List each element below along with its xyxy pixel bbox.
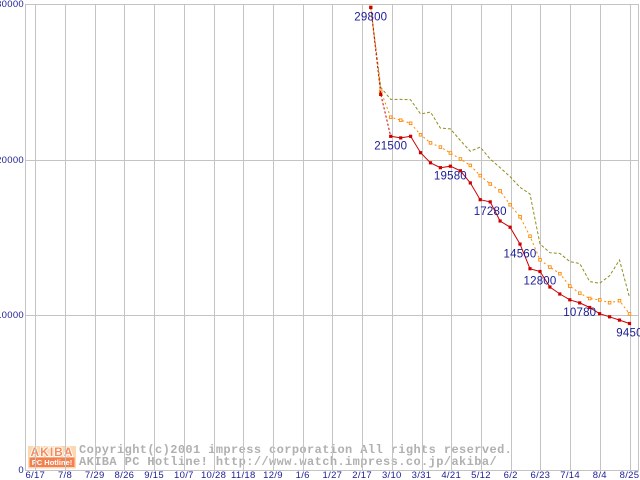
svg-text:AKIBA: AKIBA [31, 445, 74, 459]
svg-text:8/4: 8/4 [593, 470, 607, 480]
svg-text:1/27: 1/27 [323, 470, 343, 480]
svg-text:30000: 30000 [0, 0, 24, 10]
svg-text:Copyright(c)2001 impress corpo: Copyright(c)2001 impress corporation All… [79, 443, 512, 457]
svg-text:8/25: 8/25 [620, 470, 640, 480]
svg-text:12800: 12800 [524, 276, 557, 288]
svg-text:8/26: 8/26 [115, 470, 135, 480]
svg-text:10/28: 10/28 [201, 470, 226, 480]
svg-text:3/10: 3/10 [382, 470, 402, 480]
svg-text:3/31: 3/31 [412, 470, 432, 480]
svg-text:2/17: 2/17 [352, 470, 372, 480]
svg-text:6/2: 6/2 [504, 470, 518, 480]
svg-text:4/21: 4/21 [441, 470, 461, 480]
svg-text:14560: 14560 [504, 248, 537, 260]
svg-text:7/14: 7/14 [560, 470, 580, 480]
svg-text:10/7: 10/7 [174, 470, 194, 480]
svg-text:7/8: 7/8 [58, 470, 72, 480]
svg-text:10780: 10780 [563, 307, 596, 319]
svg-text:12/9: 12/9 [263, 470, 283, 480]
svg-text:17280: 17280 [474, 206, 507, 218]
svg-text:AKIBA PC Hotline! http://www.: AKIBA PC Hotline! http://www.watch.impre… [79, 455, 497, 469]
svg-text:6/23: 6/23 [531, 470, 551, 480]
svg-text:21500: 21500 [374, 141, 407, 153]
svg-text:20000: 20000 [0, 155, 24, 166]
svg-text:29800: 29800 [354, 12, 387, 24]
svg-text:10000: 10000 [0, 310, 24, 321]
svg-text:7/29: 7/29 [85, 470, 105, 480]
svg-text:PC Hotline!: PC Hotline! [32, 458, 72, 467]
svg-text:6/17: 6/17 [25, 470, 45, 480]
svg-text:0: 0 [18, 465, 24, 476]
svg-text:9/15: 9/15 [144, 470, 164, 480]
svg-text:11/18: 11/18 [231, 470, 256, 480]
svg-text:9450: 9450 [616, 328, 640, 340]
svg-text:19580: 19580 [434, 170, 467, 182]
svg-text:1/6: 1/6 [296, 470, 310, 480]
svg-text:5/12: 5/12 [471, 470, 491, 480]
